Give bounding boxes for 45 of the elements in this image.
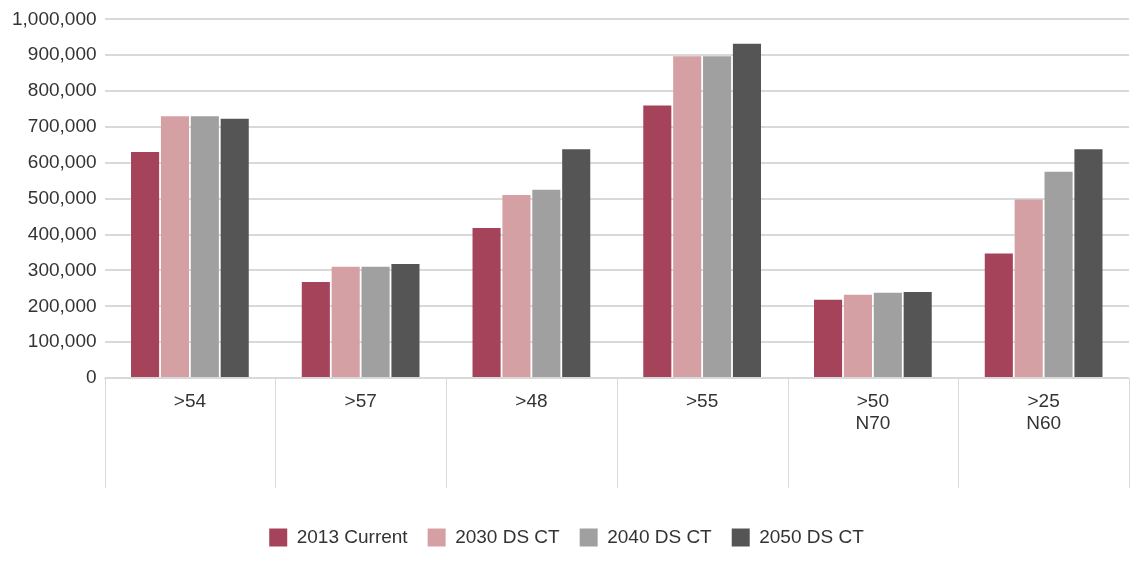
x-tick-label: >50 N70 <box>855 389 891 434</box>
bar <box>391 263 420 377</box>
bar <box>472 228 501 377</box>
x-tick-label: >54 <box>173 389 207 411</box>
bar <box>301 281 330 377</box>
y-tick-label: 500,000 <box>27 186 97 208</box>
y-tick-label: 0 <box>85 366 97 388</box>
bar <box>532 189 561 377</box>
legend-label: 2040 DS CT <box>607 525 713 547</box>
bar <box>673 56 702 377</box>
x-tick-label: >48 <box>515 389 548 411</box>
bar <box>843 294 872 377</box>
bar <box>873 292 902 377</box>
y-tick-label: 300,000 <box>27 258 97 280</box>
bar <box>1014 199 1043 377</box>
legend-label: 2050 DS CT <box>759 525 865 547</box>
bar <box>1074 149 1103 377</box>
bar <box>331 266 360 377</box>
y-tick-label: 200,000 <box>27 294 97 316</box>
bar <box>643 105 672 377</box>
y-tick-label: 100,000 <box>27 330 97 352</box>
y-tick-label: 700,000 <box>27 115 97 137</box>
legend-label: 2030 DS CT <box>455 525 561 547</box>
y-tick-label: 900,000 <box>27 43 97 65</box>
bar <box>903 291 932 377</box>
y-tick-label: 800,000 <box>27 79 97 101</box>
bar <box>190 116 219 377</box>
bar <box>502 195 531 377</box>
bar <box>220 118 249 377</box>
bar <box>732 43 761 377</box>
x-tick-label: >57 <box>344 389 377 411</box>
bar <box>160 116 189 377</box>
bar <box>984 253 1013 377</box>
bar <box>1044 171 1073 377</box>
bar <box>361 266 390 377</box>
bar <box>814 299 843 377</box>
bar <box>131 152 160 377</box>
x-tick-label: >55 <box>686 389 719 411</box>
y-tick-label: 400,000 <box>27 222 97 244</box>
y-tick-label: 1,000,000 <box>11 7 97 29</box>
x-tick-label: >25 N60 <box>1026 389 1062 434</box>
bar <box>703 56 732 377</box>
legend-label: 2013 Current <box>296 525 409 547</box>
y-tick-label: 600,000 <box>27 151 97 173</box>
bar <box>562 149 591 377</box>
